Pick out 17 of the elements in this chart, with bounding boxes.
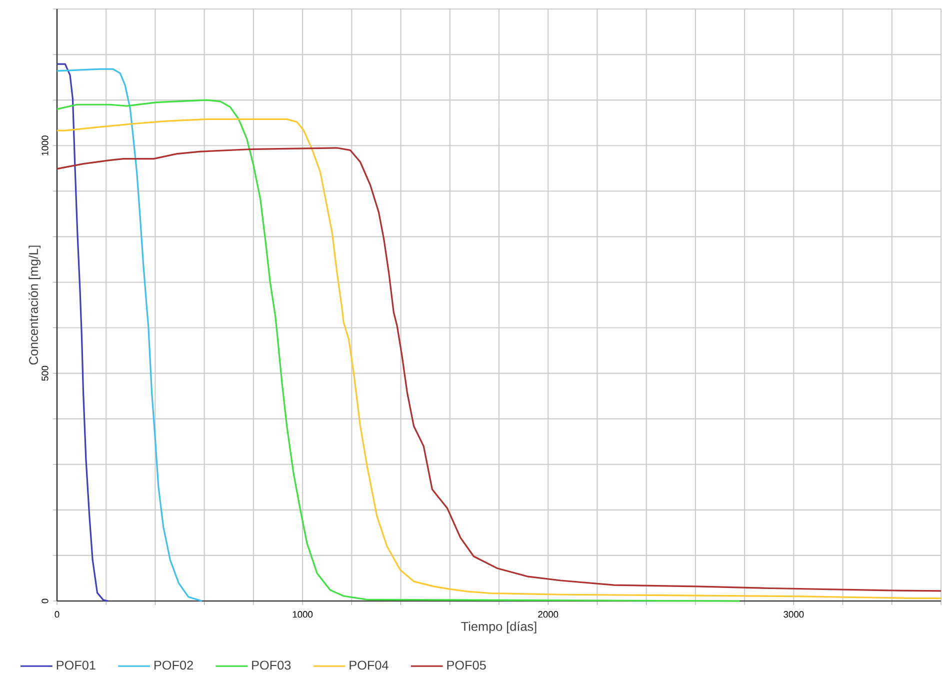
x-tick-label: 1000 bbox=[292, 611, 313, 618]
line-series bbox=[56, 99, 740, 602]
x-tick-label: 2000 bbox=[538, 611, 558, 618]
x-axis-title: Tiempo [días] bbox=[461, 621, 536, 634]
y-tick-label: 0 bbox=[42, 598, 48, 604]
line-series bbox=[56, 63, 109, 602]
legend-label: POF04 bbox=[350, 660, 388, 670]
legend-label: POF05 bbox=[447, 660, 486, 670]
line-series bbox=[56, 68, 203, 602]
y-axis-title: Concentración [mg/L] bbox=[28, 246, 41, 365]
x-tick-label: 3000 bbox=[784, 611, 804, 618]
legend-label: POF02 bbox=[154, 660, 193, 670]
legend-label: POF01 bbox=[56, 660, 96, 670]
y-tick-label: 1000 bbox=[42, 136, 48, 156]
legend-label: POF03 bbox=[252, 660, 291, 670]
y-tick-label: 500 bbox=[42, 366, 48, 381]
x-tick-label: 0 bbox=[54, 611, 60, 618]
